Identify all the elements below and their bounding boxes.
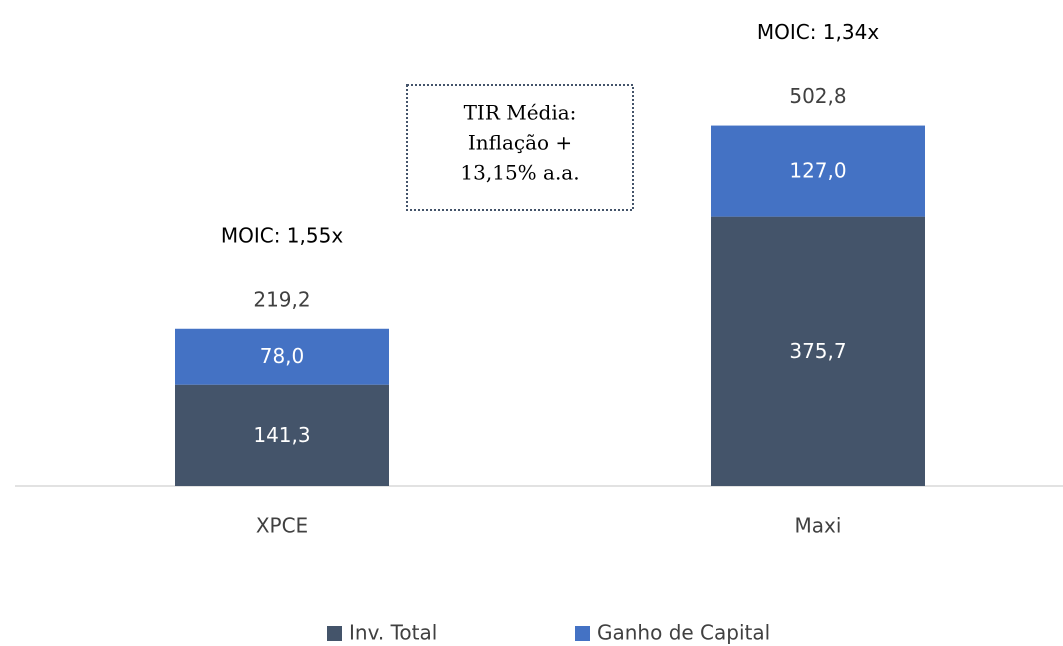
x-tick-label: XPCE bbox=[256, 514, 308, 538]
legend-label: Inv. Total bbox=[349, 621, 437, 645]
legend-swatch bbox=[575, 626, 590, 641]
note-box bbox=[406, 84, 634, 211]
value-label: 127,0 bbox=[789, 159, 846, 183]
note-text: TIR Média: bbox=[464, 101, 577, 125]
total-label: 219,2 bbox=[253, 287, 310, 311]
value-label: 78,0 bbox=[260, 344, 305, 368]
legend-label: Ganho de Capital bbox=[597, 621, 770, 645]
legend-swatch bbox=[327, 626, 342, 641]
bar-segment bbox=[711, 125, 925, 217]
bar-segment bbox=[175, 328, 389, 385]
value-label: 141,3 bbox=[253, 423, 310, 447]
bar-segment bbox=[175, 384, 389, 486]
moic-annotation: MOIC: 1,55x bbox=[221, 223, 343, 247]
value-label: 375,7 bbox=[789, 339, 846, 363]
x-tick-label: Maxi bbox=[795, 514, 842, 538]
note-text: 13,15% a.a. bbox=[460, 161, 579, 185]
note-text: Inflação + bbox=[468, 131, 572, 155]
bar-segment bbox=[711, 216, 925, 486]
moic-annotation: MOIC: 1,34x bbox=[757, 20, 879, 44]
total-label: 502,8 bbox=[789, 84, 846, 108]
